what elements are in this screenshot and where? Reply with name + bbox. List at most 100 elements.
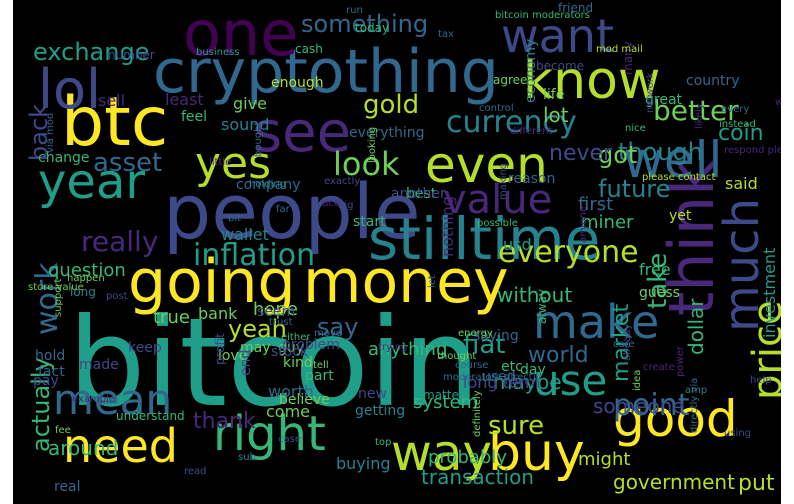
word-btc: btc: [61, 83, 168, 162]
word-today: today: [355, 21, 389, 35]
word-man: man: [505, 376, 527, 387]
word-part: part: [305, 368, 334, 384]
word-saying: saying: [473, 328, 519, 344]
word-made: made: [79, 357, 119, 373]
word-nice: nice: [625, 123, 646, 134]
word-think: think: [655, 160, 728, 316]
word-better: better: [653, 94, 739, 127]
word-come: come: [266, 402, 310, 421]
word-around: around: [48, 436, 118, 460]
word-know: know: [523, 51, 660, 111]
word-great: great: [645, 92, 683, 108]
word-anyone: anyone: [578, 206, 589, 243]
word-moderators-directly: moderators directly: [443, 372, 542, 383]
word-dollar: dollar: [684, 298, 708, 355]
word-problem: problem: [282, 337, 340, 353]
word-hope: hope: [253, 299, 298, 320]
word-store-value: store value: [28, 282, 84, 293]
word-sub: sub: [238, 452, 256, 463]
word-usd: usd: [503, 235, 532, 254]
word-need: need: [63, 419, 178, 473]
word-said: said: [725, 174, 758, 193]
word-friend: friend: [558, 1, 593, 15]
word-stilltime: stilltime: [368, 205, 600, 273]
word-never: never: [549, 141, 613, 166]
word-currency: currency: [446, 105, 577, 140]
word-exchange: exchange: [33, 38, 149, 66]
word-future: future: [598, 175, 670, 203]
word-everyone: everyone: [498, 235, 639, 270]
word-lot: lot: [543, 103, 569, 127]
word-every: every: [721, 104, 749, 115]
word-directly-via: directly via: [689, 378, 700, 433]
word-fiat: fiat: [463, 330, 506, 360]
word-making: making: [498, 163, 509, 200]
word-sure: sure: [488, 411, 544, 441]
word-many: many: [621, 41, 635, 75]
word-change: change: [38, 150, 90, 166]
word-top: top: [375, 437, 391, 448]
word-use: use: [533, 356, 607, 405]
word-etc: etc: [501, 359, 523, 375]
word-bought: bought: [253, 122, 264, 157]
word-bitcoin: bitcoin: [68, 292, 480, 434]
word-value: value: [443, 177, 552, 223]
word-true: true: [153, 307, 190, 328]
word-definitely: definitely: [472, 390, 483, 437]
word-say: say: [317, 313, 358, 341]
word-see: see: [253, 100, 351, 165]
word-different: different: [510, 126, 553, 137]
word-transaction: transaction: [421, 465, 534, 489]
word-best: best: [406, 186, 437, 202]
word-want: want: [501, 9, 614, 63]
word-guess: guess: [639, 285, 680, 301]
word-seem: seem: [257, 304, 295, 320]
word-far: far: [276, 204, 291, 215]
word-bank: bank: [198, 304, 238, 323]
word-day: day: [520, 362, 546, 378]
word-gold: gold: [363, 90, 419, 120]
word-alway: alway: [535, 289, 549, 324]
word-much: much: [714, 198, 770, 332]
word-bitcoin-moderators: bitcoin moderators: [495, 10, 590, 21]
word-example: example: [72, 394, 115, 405]
word-keep: keep: [128, 340, 162, 356]
word-become: become: [536, 59, 584, 73]
word-nothing: nothing: [438, 196, 457, 257]
word-work: work: [30, 262, 65, 335]
word-network: network: [645, 72, 656, 113]
word-via-mod: via mod: [45, 113, 56, 153]
word-control: control: [479, 103, 514, 114]
word-everything: everything: [349, 125, 425, 141]
word-hold: hold: [35, 348, 65, 364]
word-fact: fact: [38, 364, 65, 380]
word-cloud: bitcoin people btc cryptothing one think going…: [13, 0, 781, 504]
word-make: make: [533, 295, 659, 349]
word-company: company: [236, 177, 301, 193]
word-course: course: [455, 360, 488, 371]
word-either: either: [281, 332, 311, 343]
word-back: back: [25, 104, 53, 161]
word-thought: thought: [437, 351, 476, 362]
word-business: business: [196, 47, 240, 58]
word-worth: worth: [268, 382, 314, 401]
word-looking: looking: [367, 127, 378, 163]
word-exactly: exactly: [324, 176, 360, 187]
word-may: may: [240, 340, 271, 356]
word-coin: coin: [718, 121, 764, 146]
word-system: system: [413, 392, 478, 413]
word-feel: feel: [181, 109, 207, 125]
word-without: without: [497, 283, 572, 307]
word-matter: matter: [423, 388, 464, 402]
word-end: end: [238, 350, 254, 376]
word-trying: trying: [378, 342, 407, 353]
word-sell: sell: [98, 91, 125, 110]
word-believe: believe: [279, 392, 330, 408]
word-please-contact: please contact: [642, 172, 715, 183]
word-maybe: maybe: [493, 370, 562, 394]
word-run: run: [346, 5, 363, 16]
word-miner: miner: [581, 212, 634, 233]
word-agree: agree: [493, 73, 527, 87]
word-least: least: [165, 90, 204, 109]
word-yet: yet: [669, 208, 692, 224]
